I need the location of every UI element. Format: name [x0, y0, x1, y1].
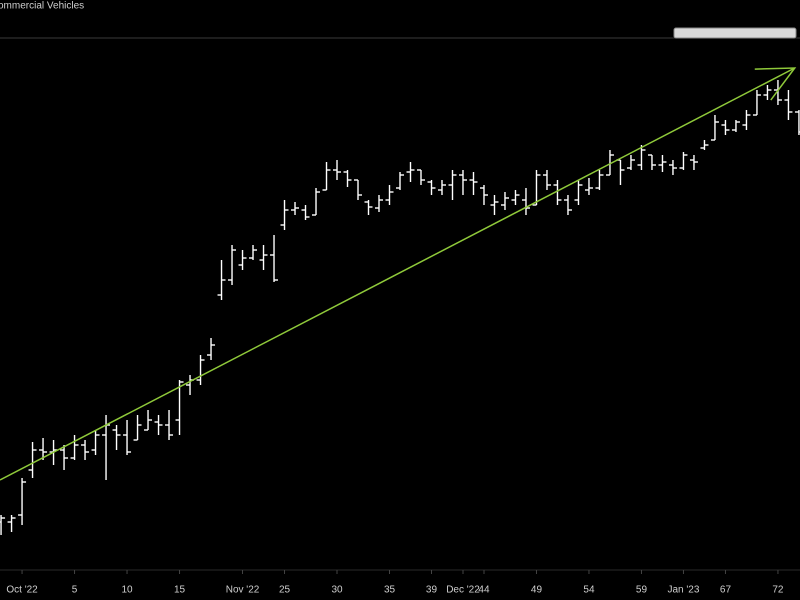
x-tick-label: 35: [384, 585, 396, 596]
x-tick-label: 67: [720, 585, 732, 596]
x-tick-label: 5: [72, 585, 78, 596]
x-tick-label: 15: [174, 585, 186, 596]
x-tick-label: 59: [636, 585, 648, 596]
x-tick-label: 54: [583, 585, 595, 596]
scrollbar[interactable]: [673, 27, 797, 39]
x-tick-label: Nov '22: [226, 585, 260, 596]
x-tick-label: 72: [772, 585, 784, 596]
x-tick-label: Dec '22: [446, 585, 480, 596]
trend-arrowhead: [754, 67, 797, 101]
x-tick-label: 25: [279, 585, 291, 596]
x-tick-label: 39: [426, 585, 438, 596]
trend-line: [0, 67, 796, 481]
x-tick-label: 49: [531, 585, 543, 596]
x-tick-label: Jan '23: [667, 585, 699, 596]
chart-title: ommercial Vehicles: [0, 1, 84, 12]
x-tick-label: 10: [121, 585, 133, 596]
x-tick-label: 44: [478, 585, 490, 596]
x-tick-label: 30: [331, 585, 343, 596]
x-tick-label: Oct '22: [6, 585, 38, 596]
